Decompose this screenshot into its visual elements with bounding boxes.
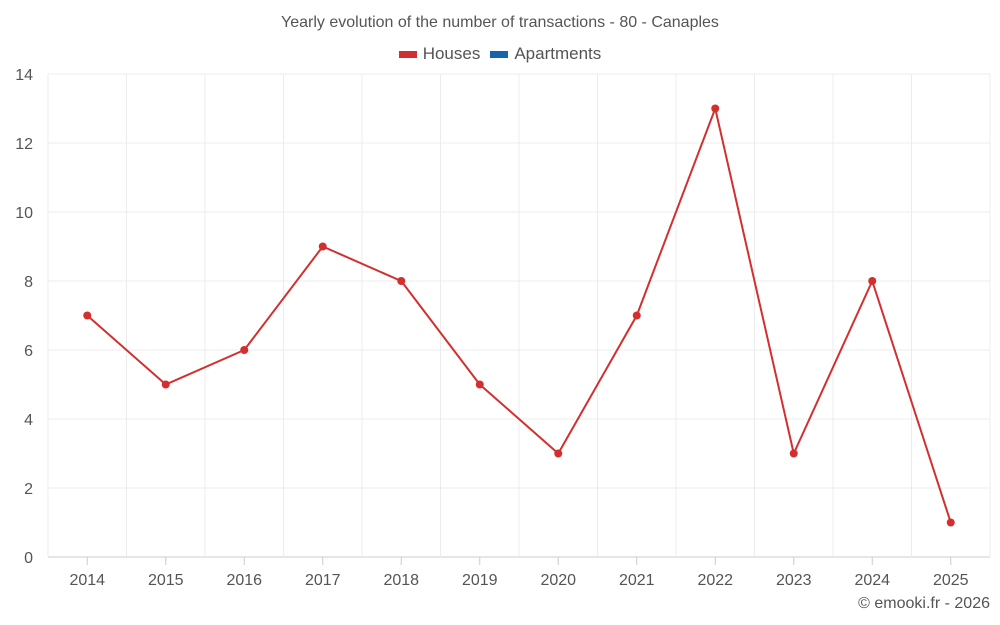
chart-title: Yearly evolution of the number of transa…	[281, 14, 719, 31]
data-point[interactable]	[161, 380, 170, 389]
x-tick-label: 2016	[226, 572, 262, 589]
data-point[interactable]	[946, 518, 955, 527]
credit-text: © emooki.fr - 2026	[858, 595, 990, 612]
series-line-houses	[86, 107, 952, 523]
x-tick-label: 2019	[462, 572, 498, 589]
legend-item-apartments[interactable]: Apartments	[490, 44, 601, 64]
x-tick-label: 2018	[383, 572, 419, 589]
y-tick-label: 12	[15, 136, 33, 153]
grid	[47, 73, 991, 558]
data-point[interactable]	[711, 104, 720, 113]
data-point[interactable]	[475, 380, 484, 389]
legend-item-houses[interactable]: Houses	[398, 44, 481, 64]
data-point[interactable]	[83, 311, 92, 320]
y-tick-label: 14	[15, 67, 33, 84]
x-tick-label: 2014	[69, 572, 105, 589]
y-tick-label: 8	[24, 274, 33, 291]
x-tick-label: 2023	[776, 572, 812, 589]
legend-label-apartments: Apartments	[514, 44, 602, 63]
data-point[interactable]	[632, 311, 641, 320]
series	[83, 104, 955, 527]
data-point[interactable]	[789, 449, 798, 458]
data-point[interactable]	[868, 277, 877, 285]
y-tick-label: 6	[24, 343, 33, 360]
legend: Houses Apartments	[0, 44, 1000, 64]
x-tick-label: 2025	[933, 572, 969, 589]
legend-swatch-houses	[398, 50, 417, 58]
y-tick-label: 2	[24, 481, 33, 498]
x-tick-label: 2017	[305, 572, 341, 589]
legend-swatch-apartments	[490, 50, 509, 58]
x-tick-label: 2024	[854, 572, 890, 589]
axes: 0 2 4 6 8 10 12 14 2014 2015 2016 2017 2018 2019 2020 2…	[15, 67, 968, 589]
x-tick-label: 2015	[148, 572, 184, 589]
data-point[interactable]	[240, 346, 249, 354]
legend-label-houses: Houses	[422, 44, 481, 63]
data-point[interactable]	[554, 449, 563, 458]
x-tick-label: 2020	[540, 572, 576, 589]
y-tick-label: 10	[15, 205, 33, 222]
y-tick-label: 4	[24, 412, 33, 429]
data-point[interactable]	[318, 242, 327, 251]
y-tick-label: 0	[24, 550, 33, 567]
x-tick-label: 2022	[697, 572, 733, 589]
x-tick-label: 2021	[619, 572, 655, 589]
data-point[interactable]	[397, 277, 406, 285]
